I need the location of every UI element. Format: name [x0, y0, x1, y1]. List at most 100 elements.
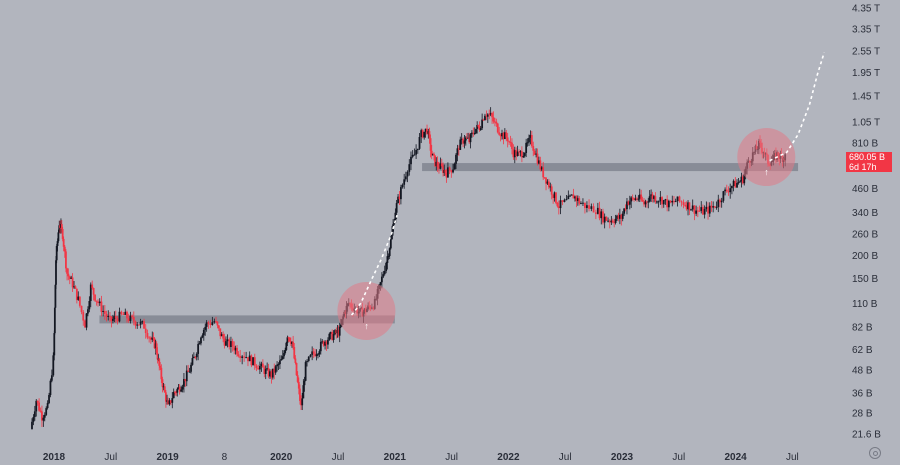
candle [673, 195, 675, 205]
candle [314, 349, 317, 358]
y-tick-label: 810 B [852, 138, 878, 149]
candle [332, 330, 335, 343]
candle [261, 359, 264, 368]
candle [315, 349, 318, 361]
candle [63, 245, 66, 258]
candle [693, 205, 696, 221]
candle [148, 335, 151, 343]
candle [637, 195, 640, 202]
candle [53, 330, 56, 361]
candle [243, 351, 246, 362]
candle [503, 128, 506, 140]
candle [696, 206, 699, 218]
candle [463, 135, 466, 149]
price-axis[interactable]: 4.35 T 3.35 T 2.55 T 1.95 T 1.45 T 1.05 T 810 … [852, 4, 881, 441]
y-tick-label: 1.45 T [852, 92, 880, 103]
candle [213, 318, 216, 324]
candle [674, 198, 677, 203]
candle [682, 199, 685, 209]
candle [444, 169, 447, 176]
candle [532, 141, 535, 157]
candle [317, 352, 319, 359]
candle [286, 335, 289, 346]
candle [245, 351, 248, 359]
candle [297, 377, 300, 395]
candle [489, 107, 492, 117]
candle [169, 399, 172, 406]
candle [187, 364, 190, 373]
x-tick-label: 2018 [43, 452, 66, 463]
candle [737, 177, 740, 185]
candle [234, 345, 237, 355]
candle [415, 144, 417, 159]
candle [707, 202, 709, 220]
candle [713, 206, 716, 209]
candle [530, 130, 533, 148]
candle [516, 145, 519, 157]
y-tick-label: 200 B [852, 251, 878, 262]
candle [53, 306, 56, 335]
candle [74, 285, 77, 289]
candle [715, 201, 718, 210]
candle [608, 219, 611, 229]
candle [406, 170, 409, 183]
candle [657, 200, 660, 208]
candle [680, 200, 683, 207]
candle [691, 199, 694, 212]
candle [201, 333, 204, 339]
candle [32, 414, 35, 426]
candle [621, 211, 624, 222]
candle [325, 340, 328, 351]
candle [260, 361, 263, 372]
candle [613, 219, 616, 228]
candle [570, 194, 573, 196]
candle [176, 387, 179, 397]
candle [630, 196, 633, 208]
candle [336, 325, 339, 338]
x-tick-label: Jul [104, 452, 117, 463]
candle [151, 331, 154, 343]
y-tick-label: 1.95 T [852, 68, 880, 79]
candle [522, 151, 525, 159]
candle [572, 188, 575, 199]
settings-icon[interactable] [869, 447, 881, 459]
candle [546, 179, 549, 186]
candle [398, 190, 401, 205]
candle [70, 275, 73, 280]
x-tick-label: 2022 [497, 452, 520, 463]
candle [241, 354, 244, 365]
candle [688, 202, 691, 216]
x-tick-label: Jul [332, 452, 345, 463]
projection-lines [350, 52, 825, 316]
candle [476, 121, 479, 134]
y-tick-label: 3.35 T [852, 24, 880, 35]
candle [636, 196, 638, 202]
candle [226, 334, 229, 348]
candle [440, 158, 443, 168]
candle [103, 304, 106, 320]
candle [300, 395, 302, 411]
candle [596, 202, 599, 215]
candle [80, 305, 83, 315]
candle [508, 140, 511, 145]
candle [42, 414, 45, 427]
candle [659, 191, 662, 205]
time-axis[interactable]: 2018 Jul 2019 8 2020 Jul 2021 Jul 2022 Jul 2023 Jul… [43, 452, 799, 463]
candle [576, 195, 579, 206]
candle [269, 369, 271, 380]
candle [185, 365, 188, 387]
candle [181, 384, 184, 393]
candle [309, 353, 312, 358]
candle [237, 351, 240, 358]
y-tick-label: 260 B [852, 230, 878, 241]
candle [198, 341, 201, 345]
candle [400, 184, 402, 205]
candle [174, 390, 176, 396]
candle [427, 128, 430, 139]
countdown-label: 6d 17h [849, 162, 877, 172]
candle [690, 208, 692, 211]
candle [228, 337, 231, 350]
candle [734, 177, 737, 188]
candle [700, 201, 703, 214]
